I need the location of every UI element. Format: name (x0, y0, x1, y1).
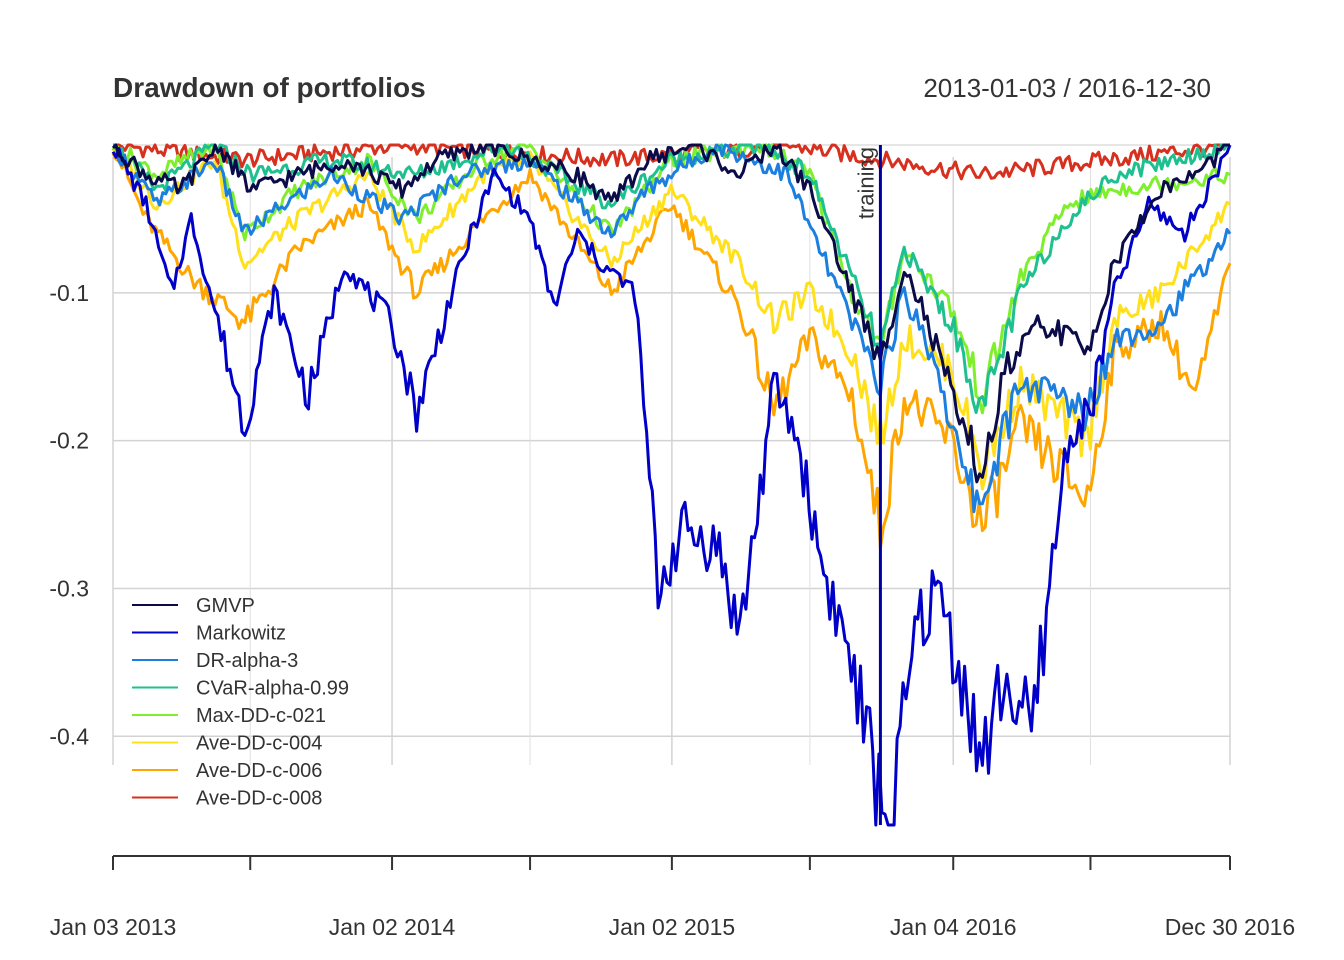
legend-label-ave-dd-c-004: Ave-DD-c-004 (196, 733, 322, 755)
series-line-ave-dd-c-006 (111, 152, 1232, 550)
legend-label-ave-dd-c-006: Ave-DD-c-006 (196, 760, 322, 782)
legend-label-dr-alpha-3: DR-alpha-3 (196, 650, 298, 672)
x-tick-label: Dec 30 2016 (1165, 914, 1295, 940)
series-line-max-dd-c-021 (111, 143, 1231, 415)
series-line-cvar-alpha-0-99 (112, 143, 1230, 414)
legend-label-markowitz: Markowitz (196, 623, 286, 645)
y-tick-label: -0.2 (49, 428, 89, 454)
x-tick-label: Jan 02 2015 (609, 914, 736, 940)
x-axis: Jan 03 2013 Jan 02 2014 Jan 02 2015 Jan 04 … (50, 855, 1295, 940)
series-line-ave-dd-c-004 (112, 147, 1231, 491)
training-event: training (853, 145, 882, 825)
legend-label-cvar-alpha-0-99: CVaR-alpha-0.99 (196, 678, 349, 700)
chart-title: Drawdown of portfolios (113, 72, 426, 103)
legend-label-gmvp: GMVP (196, 595, 255, 617)
x-tick-label: Jan 02 2014 (329, 914, 456, 940)
legend: GMVP Markowitz DR-alpha-3 CVaR-alpha-0.99 Ma… (132, 595, 349, 810)
x-tick-label: Jan 04 2016 (890, 914, 1017, 940)
series-line-gmvp (111, 143, 1230, 484)
legend-label-max-dd-c-021: Max-DD-c-021 (196, 705, 326, 727)
y-axis: -0.1 -0.2 -0.3 -0.4 (49, 280, 89, 749)
grid-lines (112, 157, 1231, 765)
date-range-label: 2013-01-03 / 2016-12-30 (923, 73, 1211, 103)
series-line-markowitz (111, 144, 1232, 827)
y-tick-label: -0.3 (49, 575, 89, 601)
series-lines (111, 143, 1232, 827)
legend-label-ave-dd-c-008: Ave-DD-c-008 (196, 788, 322, 810)
x-tick-label: Jan 03 2013 (50, 914, 177, 940)
training-event-label: training (853, 147, 878, 219)
y-tick-label: -0.1 (49, 280, 89, 306)
series-line-dr-alpha-3 (113, 143, 1232, 514)
y-tick-label: -0.4 (49, 723, 89, 749)
